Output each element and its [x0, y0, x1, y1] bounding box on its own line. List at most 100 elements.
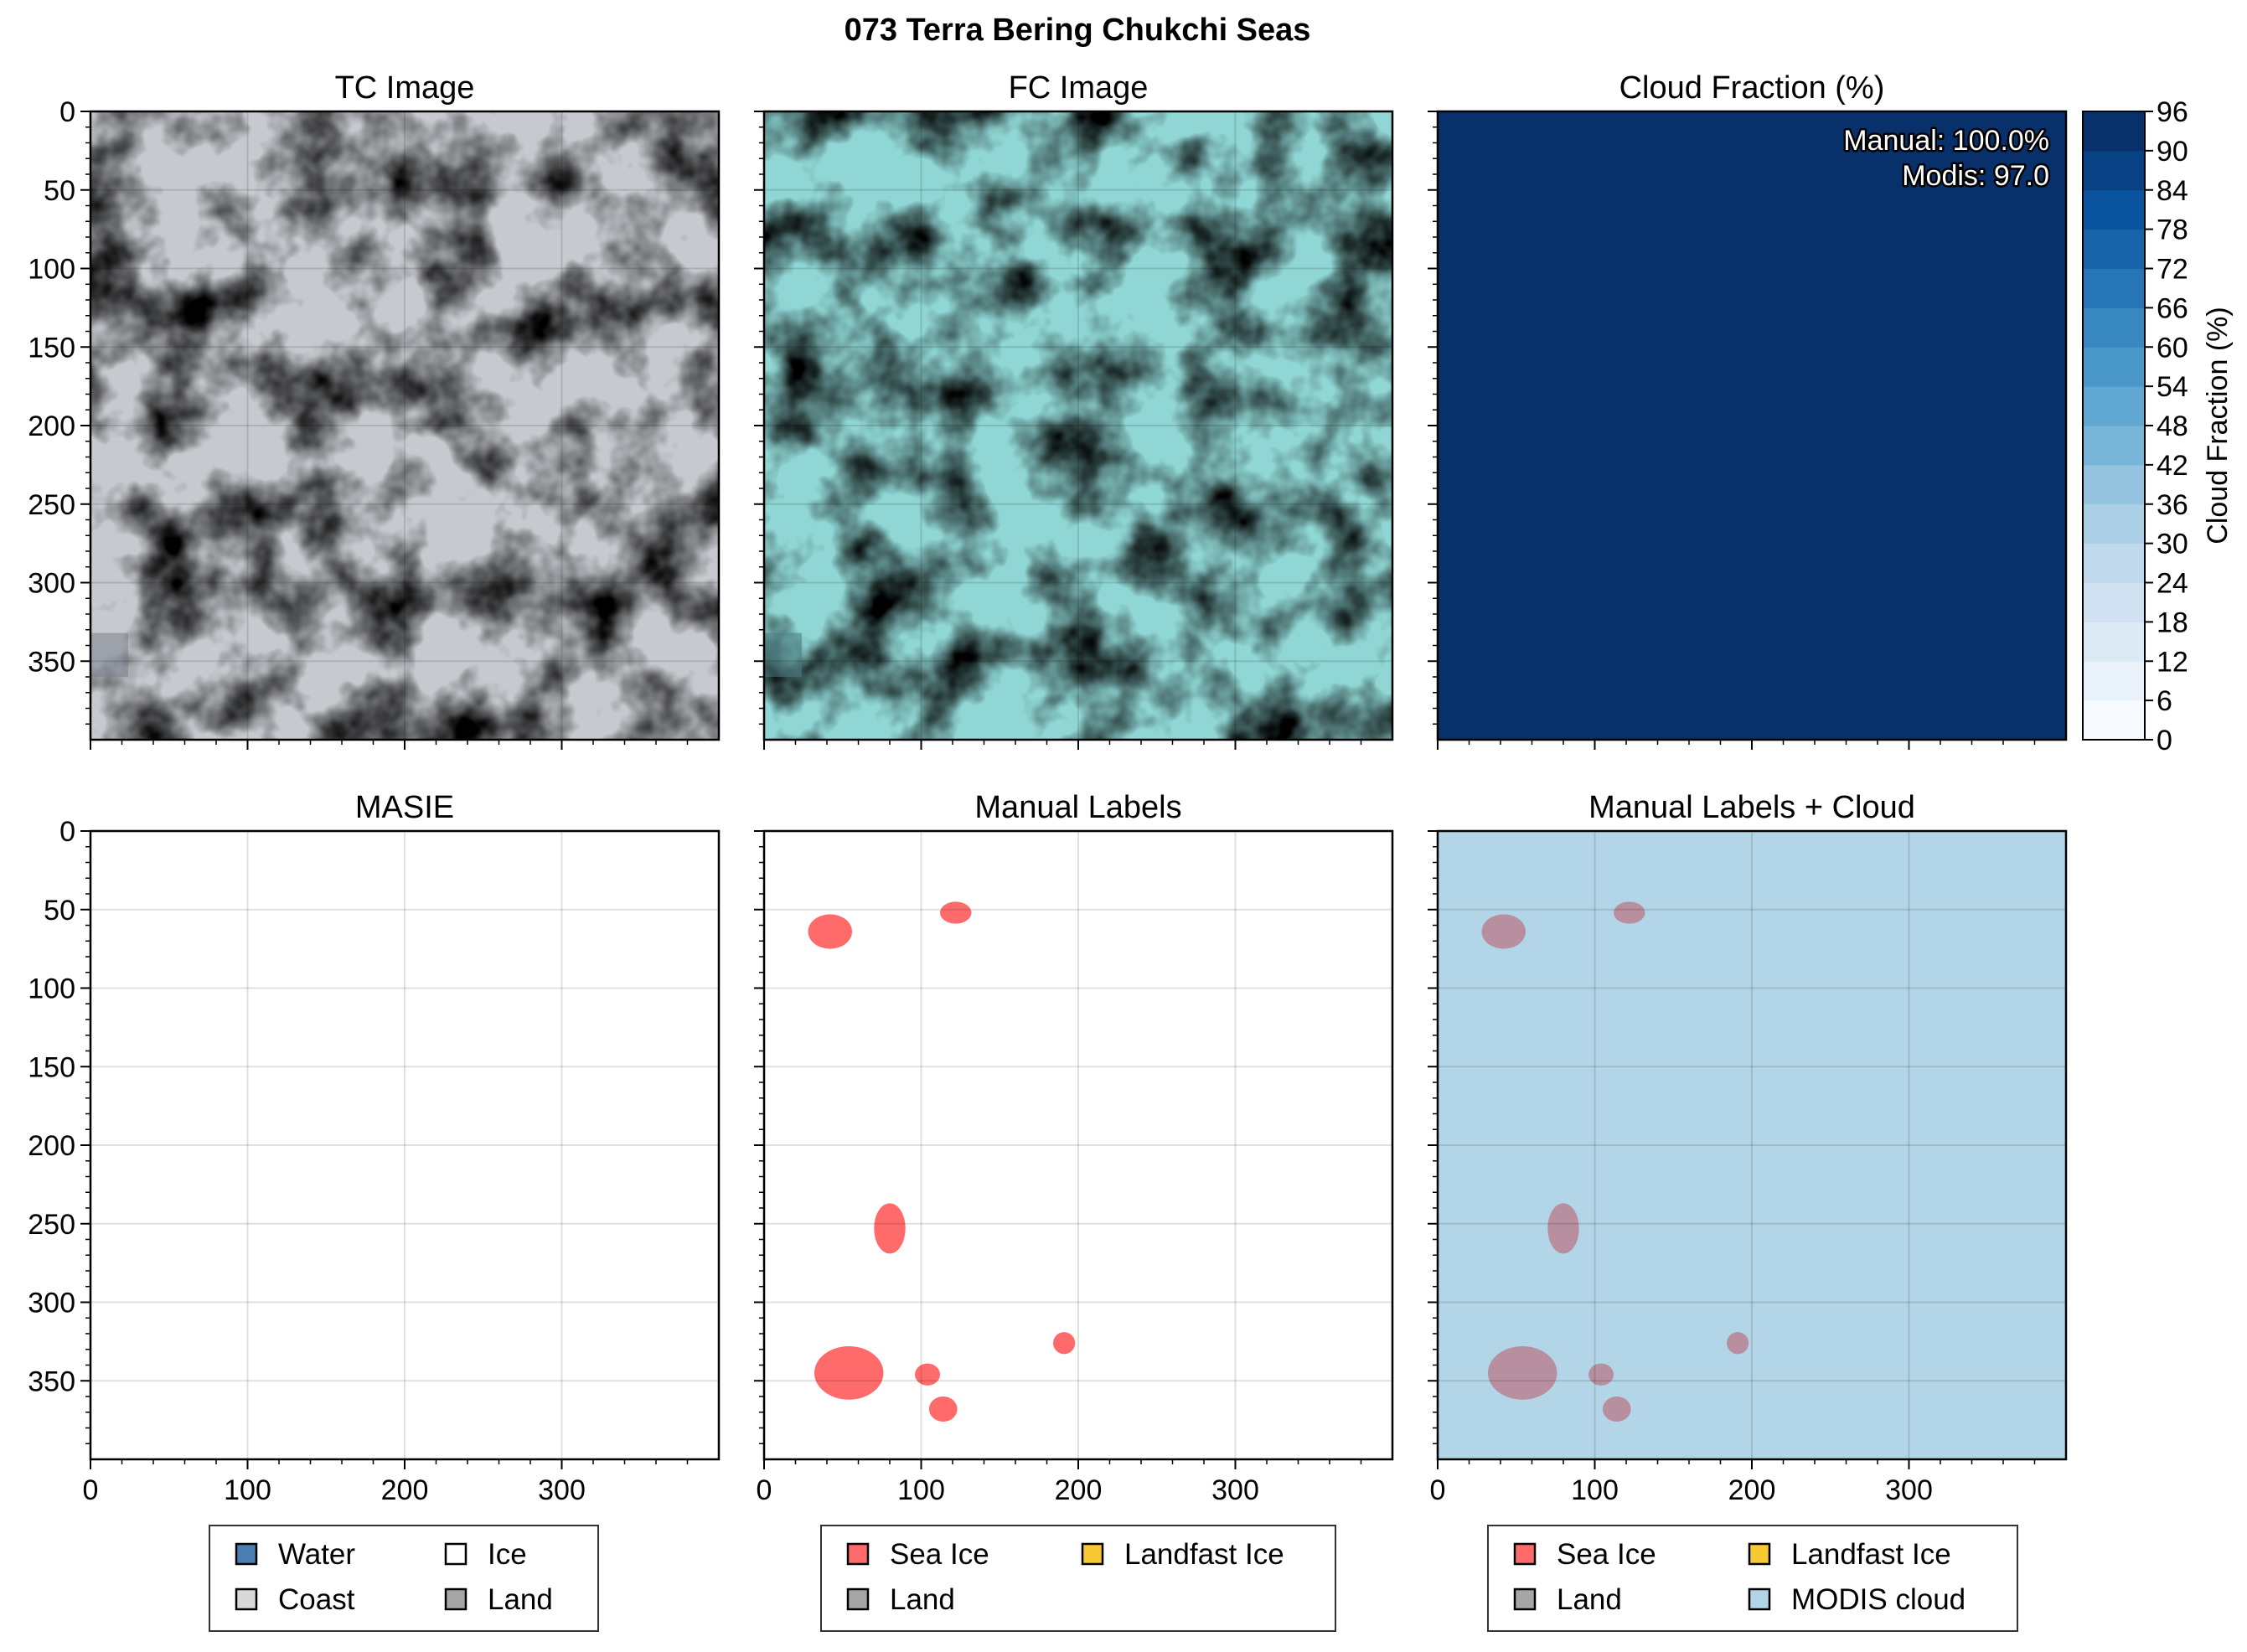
- colorbar-label: Cloud Fraction (%): [2202, 307, 2234, 544]
- legend-label: Ice: [488, 1538, 527, 1571]
- colorbar-tick-label: 78: [2157, 214, 2188, 246]
- y-tick-label: 200: [28, 410, 75, 442]
- colorbar-segment: [2083, 622, 2145, 662]
- panel-title: Manual Labels: [974, 790, 1181, 825]
- sea-ice-region: [808, 914, 852, 949]
- figure-title: 073 Terra Bering Chukchi Seas: [845, 13, 1311, 48]
- cloud-annotation: Manual: 100.0%: [1843, 125, 2049, 157]
- y-tick-label: 100: [28, 254, 75, 286]
- legend-swatch: [846, 1542, 870, 1566]
- sea-ice-region: [814, 1346, 884, 1400]
- colorbar-tick-label: 66: [2157, 292, 2188, 324]
- colorbar-segment: [2083, 700, 2145, 741]
- y-tick-label: 100: [28, 973, 75, 1005]
- y-tick-label: 50: [44, 895, 75, 927]
- colorbar-segment: [2083, 503, 2145, 545]
- colorbar-tick-label: 90: [2157, 136, 2188, 168]
- panel-title: Cloud Fraction (%): [1619, 70, 1885, 106]
- legend-frame: [209, 1525, 599, 1632]
- sea-ice-region: [1053, 1332, 1076, 1355]
- sea-ice-region: [1588, 1363, 1614, 1386]
- sea-ice-region: [1602, 1396, 1631, 1422]
- sea-ice-region: [1488, 1346, 1557, 1400]
- legend-swatch: [1513, 1587, 1537, 1611]
- legend-label: Land: [890, 1583, 955, 1616]
- legend-swatch: [1748, 1542, 1771, 1566]
- colorbar-segment: [2083, 268, 2145, 308]
- y-tick-label: 150: [28, 332, 75, 364]
- colorbar-segment: [2083, 543, 2145, 583]
- colorbar-tick-label: 84: [2157, 175, 2188, 207]
- legend-label: Land: [1557, 1583, 1622, 1616]
- cloud-texture: [90, 111, 719, 740]
- x-tick-label: 300: [1211, 1474, 1259, 1506]
- x-tick-label: 300: [1885, 1474, 1933, 1506]
- y-tick-label: 350: [28, 646, 75, 678]
- colorbar-tick-label: 36: [2157, 489, 2188, 521]
- cloud-texture: [764, 111, 1392, 740]
- legend-swatch: [846, 1587, 870, 1611]
- sea-ice-region: [874, 1203, 906, 1254]
- panel-cf: Cloud Fraction (%) Manual: 100.0%Modis: 9…: [1428, 70, 2068, 750]
- y-tick-label: 200: [28, 1130, 75, 1162]
- panel-masie: MASIE 0 50 100 150 200 250 300 350 0 100 200 300: [28, 790, 721, 1506]
- y-tick-label: 0: [59, 816, 75, 848]
- legend-label: Water: [278, 1538, 355, 1571]
- panel-fc: FC Image: [754, 70, 1394, 750]
- sea-ice-region: [928, 1396, 958, 1422]
- colorbar-tick-label: 18: [2157, 607, 2188, 638]
- y-tick-label: 250: [28, 489, 75, 521]
- legend: Water Ice Coast Land: [209, 1525, 599, 1632]
- colorbar-segment: [2083, 661, 2145, 701]
- colorbar-tick-label: 54: [2157, 371, 2188, 403]
- colorbar-tick-label: 24: [2157, 568, 2188, 600]
- panel-title: Manual Labels + Cloud: [1588, 790, 1915, 825]
- cloud-annotation: Modis: 97.0: [1902, 160, 2049, 192]
- colorbar-tick-label: 96: [2157, 96, 2188, 128]
- legend-frame: [820, 1525, 1336, 1632]
- panel-background: [90, 831, 719, 1459]
- x-tick-label: 100: [897, 1474, 945, 1506]
- colorbar-tick-label: 60: [2157, 332, 2188, 364]
- legend-swatch: [444, 1542, 467, 1566]
- cloud-fraction-fill: [1438, 111, 2066, 740]
- x-tick-label: 200: [1728, 1474, 1776, 1506]
- colorbar-tick-label: 42: [2157, 450, 2188, 482]
- panel-tc: TC Image 0 50 100 150 200 250 300 350: [28, 70, 721, 750]
- colorbar-segment: [2083, 464, 2145, 505]
- legend-label: Land: [488, 1583, 553, 1616]
- x-tick-label: 100: [224, 1474, 271, 1506]
- y-tick-label: 300: [28, 1288, 75, 1319]
- colorbar-tick-label: 48: [2157, 410, 2188, 442]
- panel-title: MASIE: [355, 790, 454, 825]
- x-tick-label: 300: [538, 1474, 586, 1506]
- colorbar-segment: [2083, 582, 2145, 622]
- y-tick-label: 150: [28, 1051, 75, 1083]
- legend-swatch: [1748, 1587, 1771, 1611]
- colorbar-tick-label: 72: [2157, 254, 2188, 286]
- sea-ice-region: [1481, 914, 1526, 949]
- x-tick-label: 200: [381, 1474, 429, 1506]
- x-tick-label: 0: [83, 1474, 99, 1506]
- colorbar-segment: [2083, 229, 2145, 269]
- legend: Sea Ice Landfast Ice Land MODIS cloud: [1487, 1525, 2018, 1632]
- sea-ice-region: [940, 901, 972, 924]
- colorbar-segment: [2083, 307, 2145, 348]
- legend-label: MODIS cloud: [1791, 1583, 1965, 1616]
- colorbar-segment: [2083, 150, 2145, 191]
- dark-patch: [764, 632, 802, 677]
- legend-label: Coast: [278, 1583, 355, 1616]
- y-tick-label: 250: [28, 1209, 75, 1241]
- colorbar-tick-label: 12: [2157, 646, 2188, 678]
- x-tick-label: 0: [757, 1474, 772, 1506]
- sea-ice-region: [915, 1363, 940, 1386]
- sea-ice-region: [1727, 1332, 1749, 1355]
- legend-swatch: [235, 1587, 258, 1611]
- colorbar-segment: [2083, 347, 2145, 387]
- legend-label: Landfast Ice: [1124, 1538, 1284, 1571]
- sea-ice-region: [1547, 1203, 1579, 1254]
- panel-title: FC Image: [1009, 70, 1149, 106]
- legend-swatch: [444, 1587, 467, 1611]
- dark-patch: [90, 632, 128, 677]
- x-tick-label: 200: [1055, 1474, 1103, 1506]
